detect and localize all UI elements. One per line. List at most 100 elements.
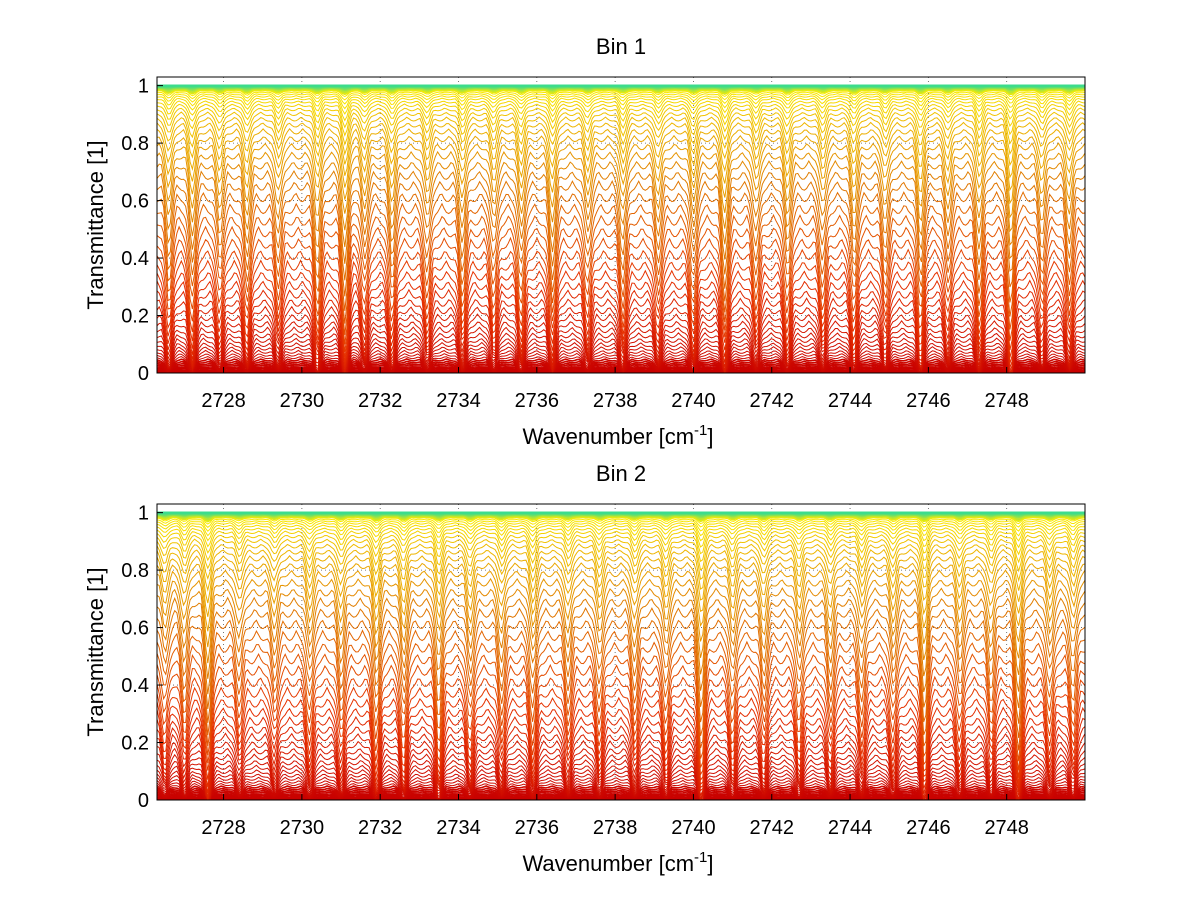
series-line [157, 345, 1085, 373]
series-line [157, 724, 1085, 799]
series-line [157, 95, 1085, 110]
series-line [157, 534, 1085, 564]
series-line [157, 527, 1085, 549]
series-line [157, 739, 1085, 800]
x-tick-label: 2730 [280, 817, 325, 839]
series-line [157, 225, 1085, 324]
x-axis-label-superscript: -1 [694, 422, 707, 439]
series-line [157, 93, 1085, 105]
series-line [157, 776, 1085, 800]
x-axis-label-main: Wavenumber [cm [522, 424, 694, 449]
series-line [157, 349, 1085, 373]
series-line [157, 577, 1085, 648]
y-tick-label: 0.2 [121, 306, 149, 328]
x-tick-label: 2748 [984, 817, 1029, 839]
series-line [157, 128, 1085, 179]
series-line [157, 142, 1085, 205]
series-line [157, 121, 1085, 167]
x-axis-label-tail: ] [707, 851, 713, 876]
series-line [157, 759, 1085, 800]
x-tick-label: 2740 [671, 817, 716, 839]
series-lines [157, 84, 1085, 373]
x-axis-label: Wavenumber [cm-1] [522, 422, 713, 449]
plot-area-frame [156, 76, 1086, 374]
series-line [157, 190, 1085, 281]
series-line [157, 213, 1085, 311]
series-line [157, 538, 1085, 573]
series-line [157, 116, 1085, 156]
series-line [157, 259, 1085, 352]
series-line [157, 569, 1085, 632]
series-line [157, 629, 1085, 724]
series-line [157, 530, 1085, 556]
x-tick-label: 2748 [984, 390, 1029, 412]
y-tick-label: 0.8 [121, 560, 149, 582]
series-line [157, 715, 1085, 794]
y-axis-label: Transmittance [1] [83, 140, 108, 309]
x-tick-label: 2742 [750, 390, 795, 412]
series-line [157, 103, 1085, 129]
series-line [157, 337, 1085, 373]
series-line [157, 606, 1085, 695]
y-tick-label: 0.6 [121, 618, 149, 640]
y-tick-label: 0.4 [121, 248, 149, 270]
series-line [157, 706, 1085, 788]
series-line [157, 785, 1085, 800]
series-line [157, 341, 1085, 373]
x-axis-label: Wavenumber [cm-1] [522, 849, 713, 876]
series-line [157, 543, 1085, 583]
y-tick-label: 0.8 [121, 133, 149, 155]
series-line [157, 555, 1085, 604]
series-line [157, 561, 1085, 617]
series-line [157, 100, 1085, 122]
y-tick-label: 1 [138, 503, 149, 525]
x-tick-label: 2730 [280, 390, 325, 412]
series-line [157, 150, 1085, 219]
series-line [157, 312, 1085, 373]
x-axis-label-main: Wavenumber [cm [522, 851, 694, 876]
x-tick-label: 2736 [515, 817, 560, 839]
series-line [157, 652, 1085, 751]
y-axis-label: Transmittance [1] [83, 567, 108, 736]
y-tick-labels: 0 0.2 0.4 0.6 0.8 1 [121, 76, 163, 385]
x-tick-label: 2736 [515, 390, 560, 412]
series-line [157, 520, 1085, 532]
series-line [157, 179, 1085, 264]
x-tick-label: 2742 [750, 817, 795, 839]
y-tick-label: 0 [138, 790, 149, 812]
series-line [157, 675, 1085, 771]
y-tick-label: 0 [138, 363, 149, 385]
series-line [157, 779, 1085, 800]
series-line [157, 288, 1085, 368]
series-line [157, 305, 1085, 373]
series-line [157, 524, 1085, 542]
series-line [157, 696, 1085, 784]
y-tick-label: 1 [138, 76, 149, 98]
x-tick-label: 2732 [358, 817, 403, 839]
series-line [157, 518, 1085, 528]
series-line [157, 764, 1085, 800]
series-line [157, 97, 1085, 115]
x-tick-label: 2734 [436, 390, 481, 412]
series-line [157, 586, 1085, 664]
series-line [157, 134, 1085, 192]
x-axis-label-superscript: -1 [694, 849, 707, 866]
plot-area-frame [156, 503, 1086, 801]
series-line [157, 753, 1085, 800]
series-line [157, 202, 1085, 297]
series-line [157, 522, 1085, 537]
y-tick-label: 0.2 [121, 733, 149, 755]
series-line [157, 617, 1085, 709]
series-line [157, 111, 1085, 146]
y-tick-label: 0.6 [121, 191, 149, 213]
series-line [157, 91, 1085, 101]
x-tick-label: 2746 [906, 390, 951, 412]
series-line [157, 772, 1085, 800]
chart-title: Bin 2 [596, 461, 646, 486]
series-line [157, 768, 1085, 800]
x-tick-label: 2738 [593, 817, 638, 839]
series-line [157, 279, 1085, 364]
x-tick-label: 2744 [828, 817, 873, 839]
series-line [157, 169, 1085, 248]
x-tick-label: 2728 [201, 817, 246, 839]
